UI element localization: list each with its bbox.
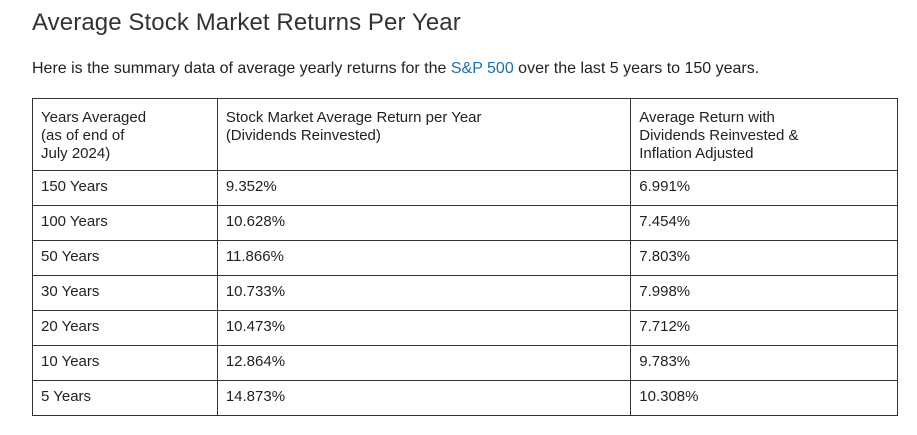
table-row: 50 Years 11.866% 7.803% [32,240,898,276]
header-line: Years Averaged [41,109,147,126]
cell-years: 20 Years [32,310,218,346]
table-row: 30 Years 10.733% 7.998% [32,275,898,311]
table-row: 5 Years 14.873% 10.308% [32,380,898,416]
cell-inflation-adjusted: 9.783% [630,345,898,381]
header-line: Dividends Reinvested & [639,127,799,144]
header-line: July 2024) [41,145,111,162]
cell-inflation-adjusted: 6.991% [630,170,898,206]
header-inflation-adjusted: Average Return with Dividends Reinvested… [630,98,898,171]
intro-text-after: over the last 5 years to 150 years. [513,60,760,77]
cell-inflation-adjusted: 7.712% [630,310,898,346]
returns-table: Years Averaged (as of end of July 2024) … [32,98,898,416]
cell-years: 50 Years [32,240,218,276]
header-line: Stock Market Average Return per Year [225,109,482,126]
cell-years: 10 Years [32,345,218,381]
header-line: (as of end of [41,127,125,144]
page-title: Average Stock Market Returns Per Year [32,9,461,36]
header-line: (Dividends Reinvested) [225,127,381,144]
cell-years: 30 Years [32,275,218,311]
header-years-averaged: Years Averaged (as of end of July 2024) [32,98,218,171]
cell-average-return: 10.628% [216,205,632,241]
table-row: 100 Years 10.628% 7.454% [32,205,898,241]
header-line: Inflation Adjusted [639,145,754,162]
cell-average-return: 14.873% [216,380,632,416]
cell-years: 5 Years [32,380,218,416]
cell-inflation-adjusted: 10.308% [630,380,898,416]
header-line: Average Return with [639,109,775,126]
header-average-return: Stock Market Average Return per Year (Di… [216,98,632,171]
cell-average-return: 10.473% [216,310,632,346]
cell-inflation-adjusted: 7.803% [630,240,898,276]
intro-paragraph: Here is the summary data of average year… [32,60,759,78]
sp500-link[interactable]: S&P 500 [450,60,514,77]
cell-average-return: 12.864% [216,345,632,381]
table-header-row: Years Averaged (as of end of July 2024) … [32,98,898,171]
cell-average-return: 9.352% [216,170,632,206]
table-row: 10 Years 12.864% 9.783% [32,345,898,381]
table-row: 20 Years 10.473% 7.712% [32,310,898,346]
cell-inflation-adjusted: 7.454% [630,205,898,241]
cell-average-return: 10.733% [216,275,632,311]
cell-years: 100 Years [32,205,218,241]
cell-years: 150 Years [32,170,218,206]
cell-inflation-adjusted: 7.998% [630,275,898,311]
cell-average-return: 11.866% [216,240,632,276]
intro-text-before: Here is the summary data of average year… [32,60,451,77]
table-row: 150 Years 9.352% 6.991% [32,170,898,206]
